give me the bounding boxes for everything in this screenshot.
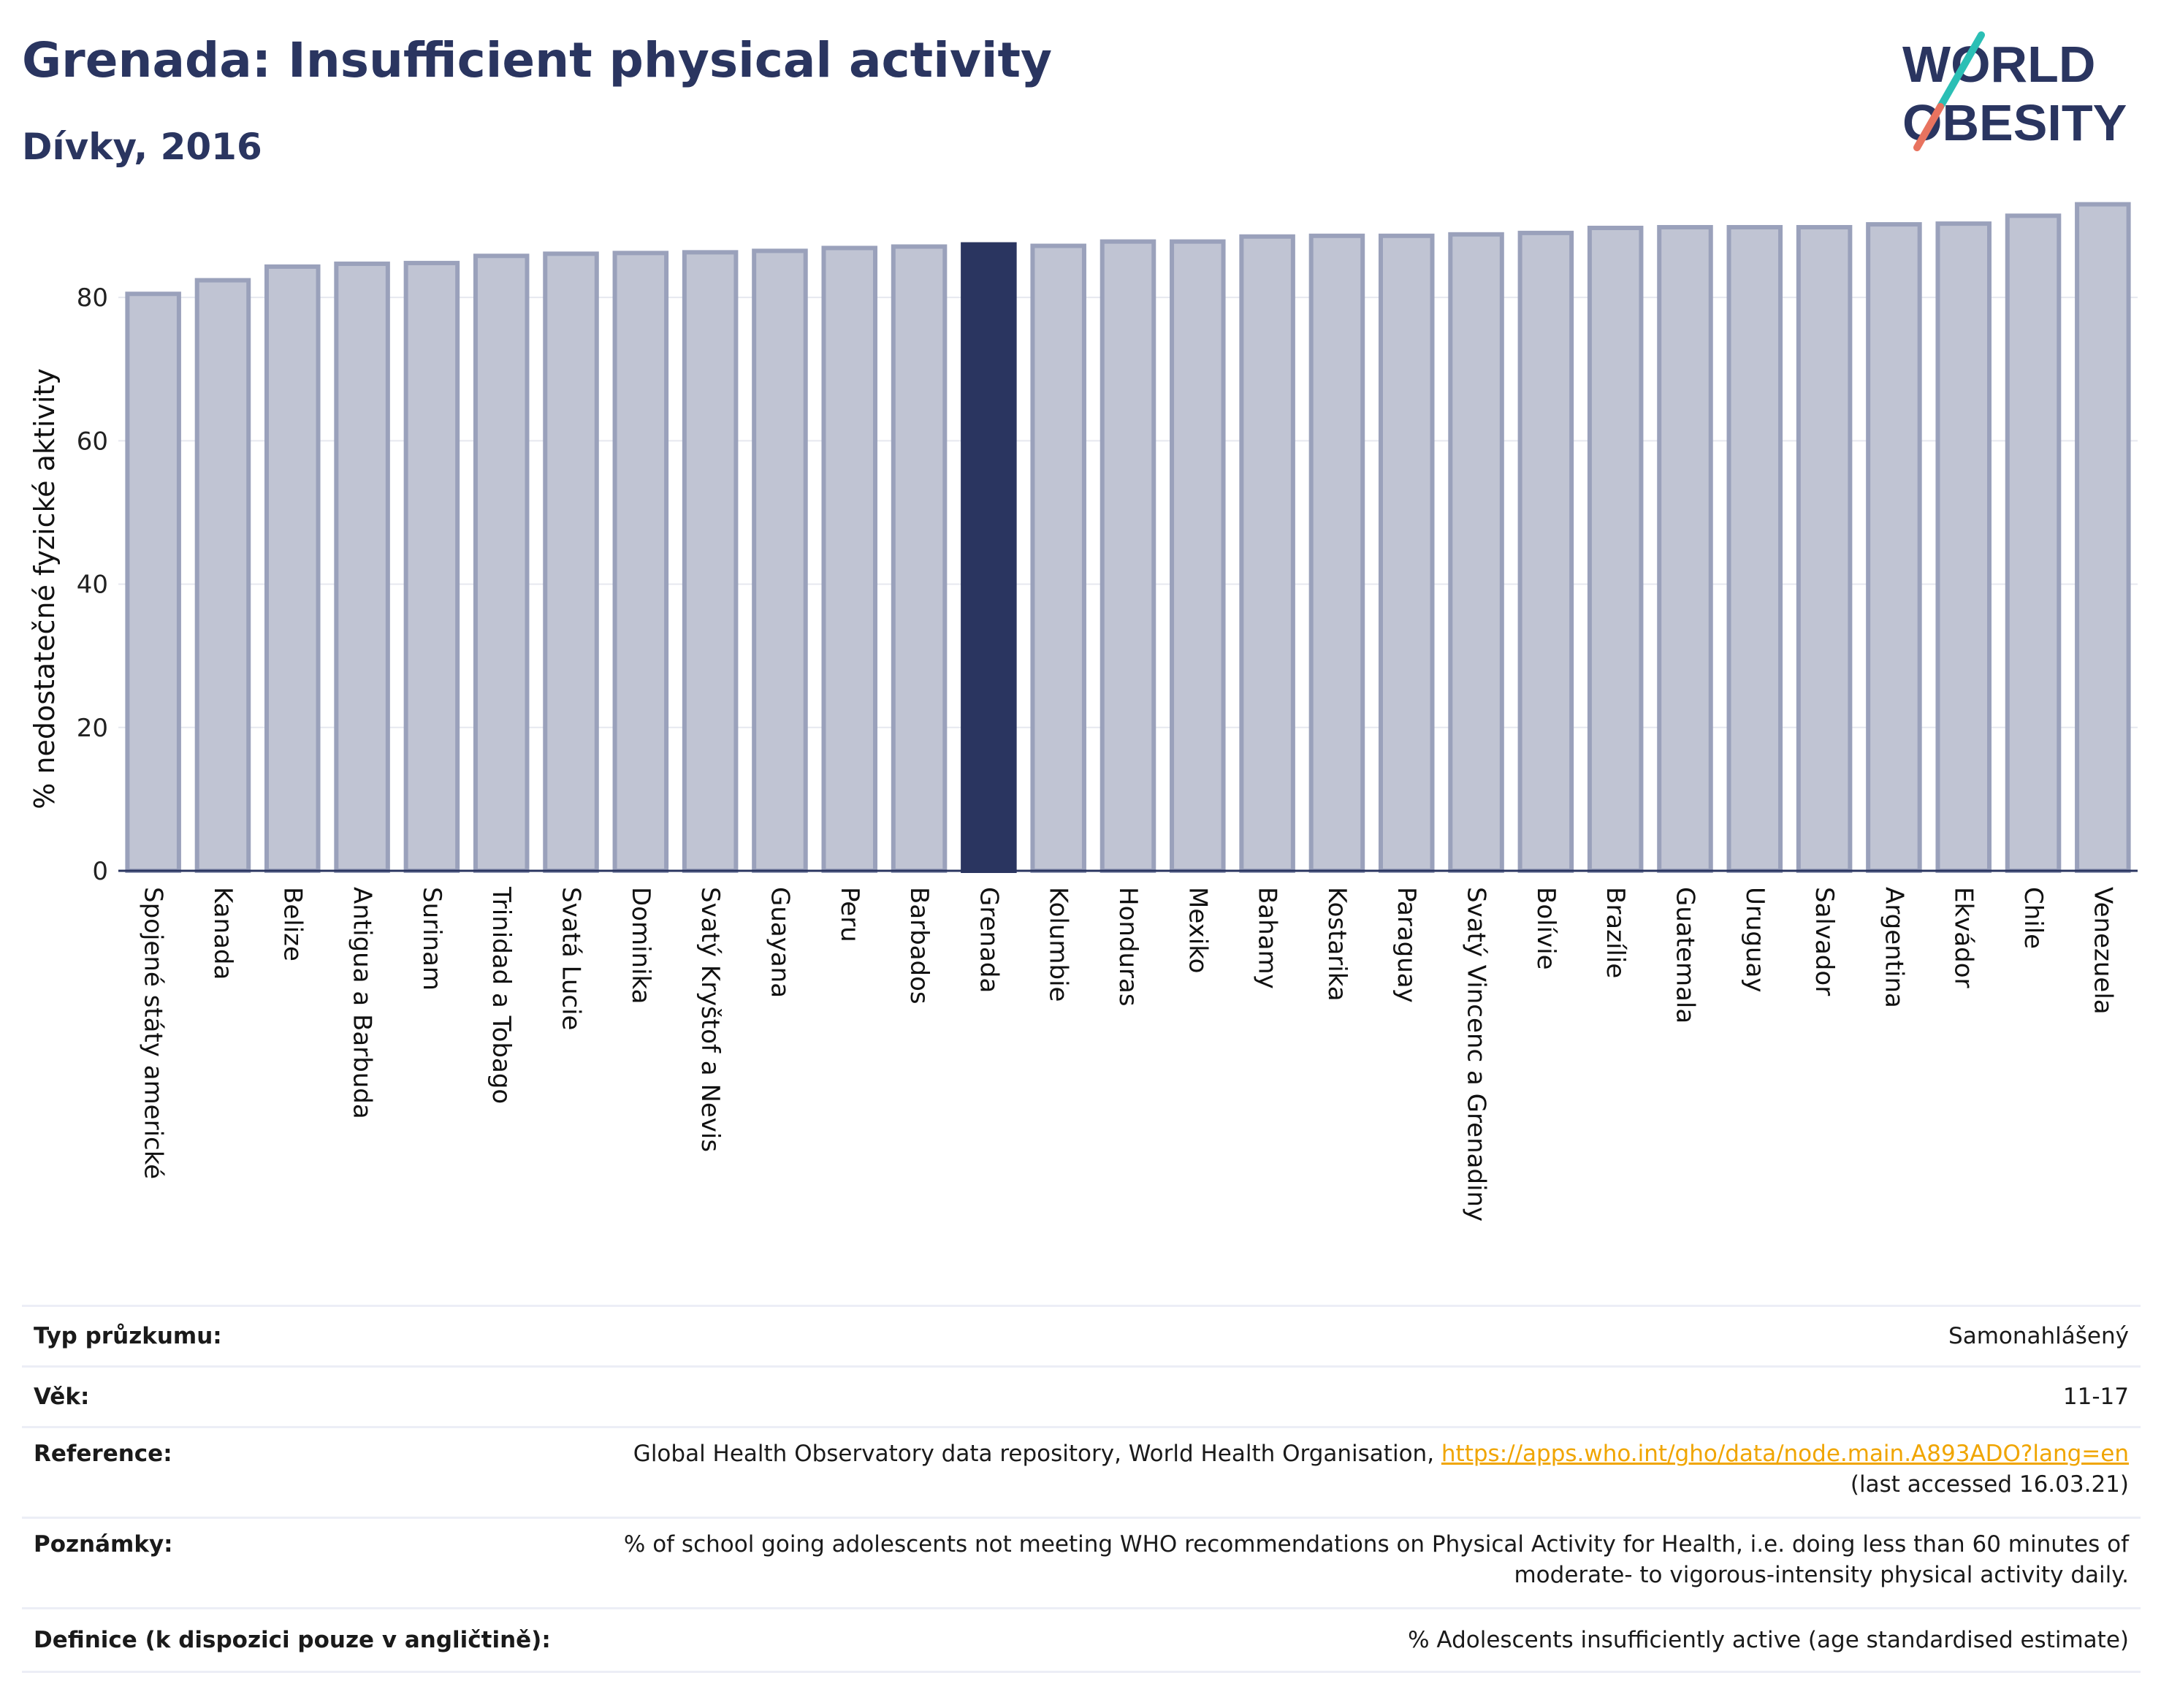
x-tick-label: Uruguay [1740, 887, 1769, 993]
bar [334, 262, 390, 874]
x-tick-label: Chile [2019, 887, 2048, 949]
bar [1030, 243, 1086, 873]
info-row-survey-type: Typ průzkumu: Samonahlášený [22, 1305, 2141, 1365]
bar [473, 253, 530, 873]
bar [1935, 221, 1992, 873]
x-tick-label: Kolumbie [1044, 887, 1073, 1002]
y-tick-label: 0 [92, 857, 108, 886]
reference-value: Global Health Observatory data repositor… [633, 1438, 2141, 1500]
bar-chart: 0 20 40 60 80 Spojené státy americké Kanada Bel… [28, 202, 2138, 1221]
bar [1796, 225, 1853, 874]
y-tick-label: 80 [77, 283, 108, 313]
svg-text:WORLD: WORLD [1902, 36, 2095, 93]
info-row-reference: Reference: Global Health Observatory dat… [22, 1426, 2141, 1517]
y-tick-label: 20 [77, 714, 108, 743]
bar [612, 251, 669, 873]
reference-label: Reference: [34, 1441, 172, 1467]
bar [264, 264, 321, 873]
bar [1517, 230, 1574, 873]
y-tick-label: 60 [77, 427, 108, 456]
x-tick-label: Bolívie [1531, 887, 1560, 970]
bar [194, 278, 251, 874]
notes-value: % of school going adolescents not meetin… [624, 1529, 2141, 1590]
x-tick-label: Antigua a Barbuda [348, 887, 377, 1119]
bar [1378, 233, 1435, 873]
bar [2075, 202, 2131, 874]
x-tick-label: Guayana [765, 887, 794, 998]
bar [125, 291, 181, 873]
notes-label: Poznámky: [34, 1531, 173, 1558]
x-tick-label: Barbados [904, 887, 934, 1004]
bar [821, 245, 878, 873]
x-tick-label: Kanada [208, 887, 237, 980]
bar [2005, 213, 2062, 874]
world-obesity-logo: WORLD OBESITY [1902, 31, 2127, 151]
y-axis-label: % nedostatečné fyzické aktivity [28, 368, 61, 809]
x-tick-label: Kostarika [1322, 887, 1352, 1002]
x-tick-label: Venezuela [2088, 887, 2117, 1015]
bar [1170, 239, 1226, 873]
bar [1657, 225, 1713, 874]
x-tick-label: Svatý Kryštof a Nevis [695, 887, 725, 1152]
reference-text: Global Health Observatory data repositor… [633, 1441, 1435, 1467]
info-row-definition: Definice (k dispozici pouze v angličtině… [22, 1607, 2141, 1673]
x-tick-label: Spojené státy americké [139, 887, 168, 1179]
x-tick-label: Honduras [1113, 887, 1143, 1007]
x-tick-label: Grenada [974, 887, 1003, 993]
x-tick-label: Peru [835, 887, 864, 942]
x-tick-label: Guatemala [1670, 887, 1699, 1023]
bar [403, 261, 460, 873]
bar [1239, 234, 1295, 873]
definition-value: % Adolescents insufficiently active (age… [1408, 1627, 2129, 1653]
bar [1726, 225, 1783, 874]
bar [1866, 222, 1922, 873]
x-tick-label: Argentina [1879, 887, 1908, 1008]
x-tick-label: Ekvádor [1949, 887, 1978, 988]
bar [1099, 239, 1156, 873]
x-tick-label: Trinidad a Tobago [487, 886, 516, 1104]
chart-subtitle: Dívky, 2016 [22, 126, 262, 168]
definition-label: Definice (k dispozici pouze v angličtině… [34, 1627, 551, 1653]
age-label: Věk: [34, 1384, 90, 1410]
survey-type-label: Typ průzkumu: [34, 1323, 222, 1349]
reference-accessed: (last accessed 16.03.21) [1850, 1471, 2129, 1498]
x-tick-label: Paraguay [1392, 887, 1421, 1003]
bar [543, 251, 599, 874]
bar [1308, 233, 1365, 873]
x-tick-label: Brazílie [1601, 887, 1630, 978]
notes-text-line2: moderate- to vigorous-intensity physical… [1514, 1562, 2129, 1588]
bar [682, 250, 739, 874]
x-tick-label: Belize [278, 887, 307, 961]
bar [752, 248, 808, 873]
x-tick-label: Svatý Vincenc a Grenadiny [1462, 887, 1491, 1221]
info-row-notes: Poznámky: % of school going adolescents … [22, 1517, 2141, 1607]
survey-type-value: Samonahlášený [1948, 1323, 2129, 1349]
notes-text-line1: % of school going adolescents not meetin… [623, 1531, 2129, 1558]
x-tick-label: Dominika [626, 887, 655, 1004]
x-tick-label: Salvador [1810, 887, 1839, 996]
reference-link[interactable]: https://apps.who.int/gho/data/node.main.… [1441, 1441, 2129, 1467]
bar [891, 244, 948, 873]
x-tick-label: Mexiko [1183, 887, 1212, 974]
bar-highlight [961, 242, 1017, 873]
x-tick-label: Surinam [417, 887, 446, 991]
age-value: 11-17 [2062, 1384, 2129, 1410]
x-tick-label: Svatá Lucie [557, 887, 586, 1030]
y-tick-label: 40 [77, 571, 108, 600]
bar [1448, 232, 1504, 873]
chart-title: Grenada: Insufficient physical activity [22, 32, 1053, 88]
info-row-age: Věk: 11-17 [22, 1365, 2141, 1426]
bar [1587, 225, 1644, 873]
info-table: Typ průzkumu: Samonahlášený Věk: 11-17 R… [22, 1305, 2141, 1673]
x-tick-label: Bahamy [1253, 887, 1282, 989]
